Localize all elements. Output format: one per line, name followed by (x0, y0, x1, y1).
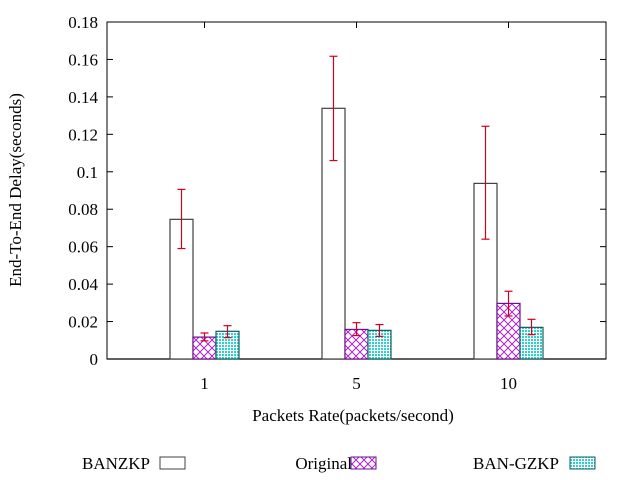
y-tick-label: 0 (90, 350, 99, 369)
legend-label: BAN-GZKP (473, 454, 559, 473)
legend-swatch (350, 456, 377, 470)
y-tick-label: 0.04 (68, 275, 98, 294)
y-tick-label: 0.12 (68, 125, 98, 144)
legend-swatch (159, 456, 186, 470)
y-tick-label: 0.1 (77, 163, 98, 182)
y-axis-label: End-To-End Delay(seconds) (6, 93, 25, 287)
bars (169, 55, 544, 360)
legend-swatch (569, 456, 596, 470)
y-tick-label: 0.08 (68, 200, 98, 219)
y-tick-label: 0.02 (68, 313, 98, 332)
y-tick-label: 0.16 (68, 50, 98, 69)
legend-label: Original (295, 454, 352, 473)
x-tick-label: 10 (500, 374, 517, 393)
x-axis-label: Packets Rate(packets/second) (252, 406, 454, 425)
y-tick-label: 0.18 (68, 13, 98, 32)
y-tick-label: 0.14 (68, 88, 98, 107)
y-tick-label: 0.06 (68, 238, 98, 257)
legend: BANZKP Original BAN-GZKP (82, 454, 596, 473)
x-tick-label: 1 (200, 374, 209, 393)
x-tick-label: 5 (352, 374, 361, 393)
legend-label: BANZKP (82, 454, 150, 473)
y-axis: 0 0.02 0.04 0.06 0.08 0.1 0.12 0.14 0.16 0.18 (68, 13, 606, 369)
